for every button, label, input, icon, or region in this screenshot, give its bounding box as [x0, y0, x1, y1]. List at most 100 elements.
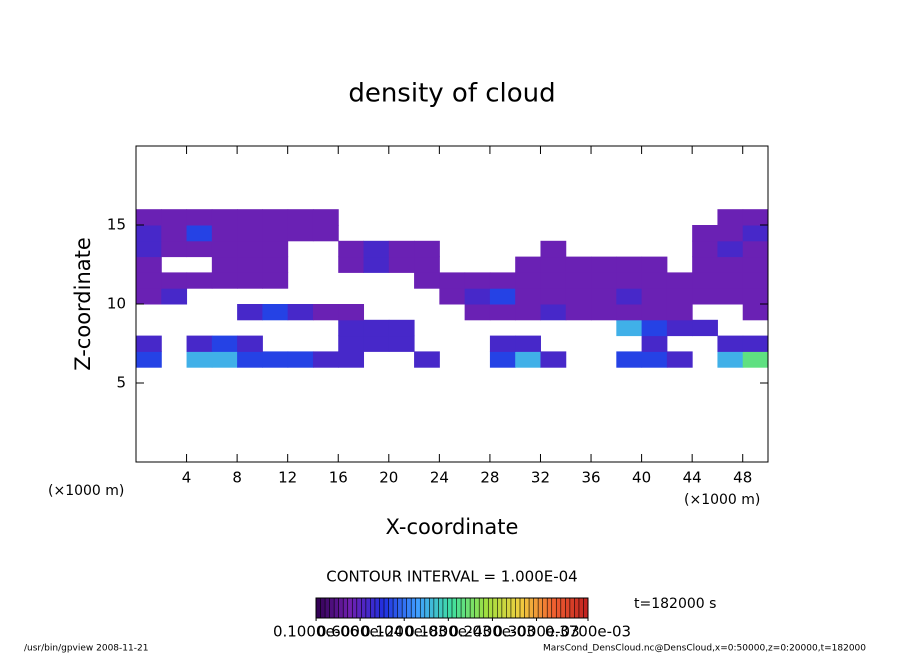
cell	[489, 335, 516, 352]
cell	[641, 319, 668, 337]
footer-left: /usr/bin/gpview 2008-11-21	[24, 644, 148, 654]
cell	[211, 272, 238, 289]
cell	[489, 288, 516, 305]
colorbar-swatch	[402, 598, 407, 618]
cell	[666, 319, 693, 337]
colorbar-swatch	[338, 598, 344, 618]
cell	[439, 272, 466, 289]
cell	[312, 209, 339, 226]
cell	[439, 288, 466, 305]
cell	[414, 240, 440, 258]
colorbar-swatch	[415, 598, 421, 618]
colorbar-swatch	[474, 598, 480, 618]
y-tick-label: 15	[107, 216, 126, 234]
cell	[666, 272, 693, 289]
cell	[237, 351, 263, 368]
cell	[489, 304, 516, 321]
colorbar-swatch	[374, 598, 380, 618]
x-tick-label: 28	[480, 469, 499, 487]
cell	[489, 351, 516, 368]
y-tick-label: 10	[107, 295, 126, 313]
y-unit-label: (×1000 m)	[48, 483, 124, 499]
cell	[414, 272, 440, 289]
cell	[742, 256, 769, 273]
contour-interval: CONTOUR INTERVAL = 1.000E-04	[326, 568, 577, 586]
cell	[388, 319, 415, 337]
cell	[363, 256, 390, 273]
cell	[464, 304, 491, 321]
colorbar-tick-label: 0.1200e-03	[361, 623, 447, 641]
colorbar-swatch	[452, 598, 457, 618]
cell	[692, 272, 718, 289]
colorbar-swatch	[442, 598, 448, 618]
cell	[136, 240, 162, 258]
cell	[186, 351, 213, 368]
cell	[338, 335, 365, 352]
cell	[540, 351, 567, 368]
cell	[742, 272, 769, 289]
cell	[211, 240, 238, 258]
colorbar-tick-label: 0.1800e-03	[405, 623, 491, 641]
colorbar-swatch	[352, 598, 358, 618]
colorbar-swatch	[433, 598, 439, 618]
cell	[692, 288, 718, 305]
y-axis-label: Z-coordinate	[71, 237, 95, 371]
colorbar-swatch	[492, 598, 498, 618]
cell	[616, 288, 643, 305]
x-tick-label: 20	[379, 469, 398, 487]
colorbar-swatch	[356, 598, 362, 618]
cell	[565, 304, 592, 321]
cell	[489, 272, 516, 289]
cell	[464, 288, 491, 305]
cell	[136, 209, 162, 226]
y-tick-label: 5	[116, 374, 126, 392]
colorbar-swatch	[583, 598, 589, 618]
cell	[262, 240, 289, 258]
colorbar-swatch	[538, 598, 543, 618]
x-tick-label: 48	[733, 469, 752, 487]
colorbar-swatch	[329, 598, 335, 618]
cell	[262, 256, 289, 273]
x-tick-label: 40	[632, 469, 651, 487]
cell	[515, 256, 541, 273]
cell	[540, 240, 567, 258]
colorbar-swatch	[429, 598, 435, 618]
cell	[338, 256, 365, 273]
colorbar-swatch	[574, 598, 580, 618]
cell	[262, 351, 289, 368]
colorbar-swatch	[497, 598, 503, 618]
cell	[616, 304, 643, 321]
cell	[742, 351, 769, 368]
cell	[237, 209, 263, 226]
cell	[515, 304, 541, 321]
cell	[237, 304, 263, 321]
colorbar-swatch	[320, 598, 326, 618]
colorbar-swatch	[406, 598, 412, 618]
cell	[262, 225, 289, 242]
cell	[717, 240, 744, 258]
cell	[237, 335, 263, 352]
cell	[414, 351, 440, 368]
cell	[186, 225, 213, 242]
cell	[616, 256, 643, 273]
cell	[464, 272, 491, 289]
colorbar-swatch	[556, 598, 562, 618]
colorbar-swatch	[483, 598, 489, 618]
cell	[136, 272, 162, 289]
cell	[161, 240, 188, 258]
cell	[641, 335, 668, 352]
cell	[591, 256, 617, 273]
cell	[312, 225, 339, 242]
chart-title: density of cloud	[348, 79, 555, 109]
cell	[237, 225, 263, 242]
cell	[262, 209, 289, 226]
cell	[591, 304, 617, 321]
cell	[717, 256, 744, 273]
cell	[717, 225, 744, 242]
colorbar-swatch	[524, 598, 530, 618]
colorbar-swatch	[569, 598, 575, 618]
colorbar-swatch	[347, 598, 353, 618]
colorbar-swatch	[578, 598, 584, 618]
cell	[161, 209, 188, 226]
